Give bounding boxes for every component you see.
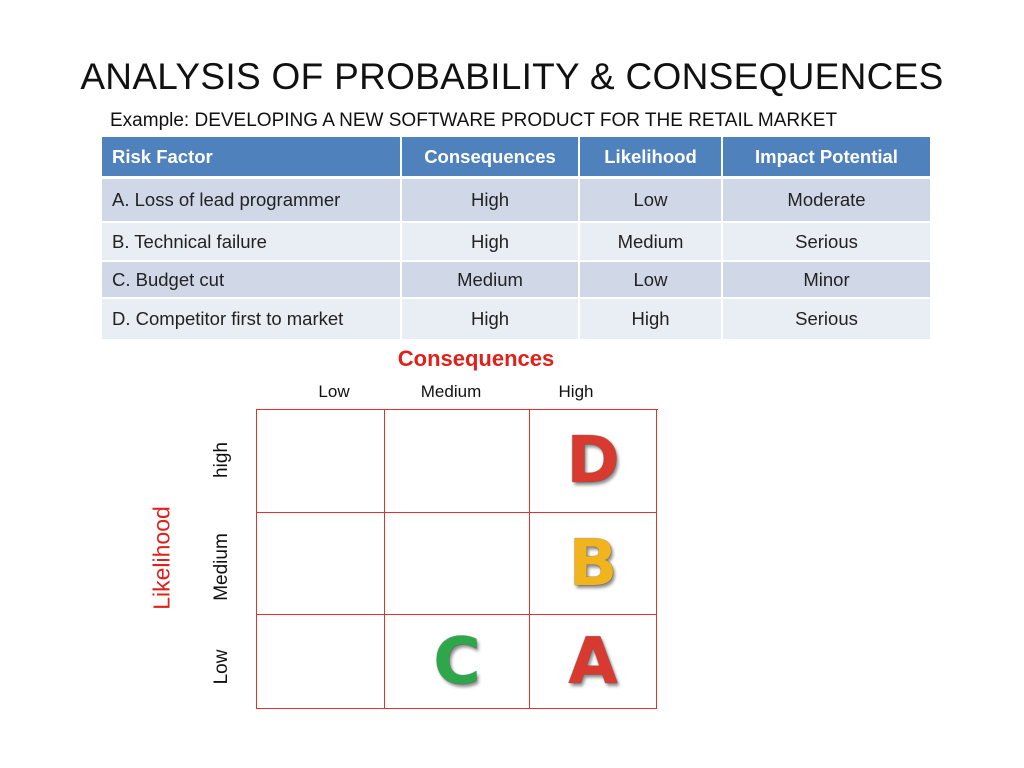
risk-letter-c: C [433,624,481,699]
risk-letter-d: D [566,424,620,498]
column-label-low: Low [318,382,350,401]
matrix-cell-high-medium [385,410,530,513]
table-header-row: Risk Factor Consequences Likelihood Impa… [102,137,930,179]
consequences-cell: Medium [402,262,580,299]
matrix-cell-medium-medium [385,513,530,615]
consequences-cell: High [402,299,580,341]
table-row: C. Budget cut Medium Low Minor [102,262,930,299]
risk-matrix: D B C A [256,409,658,709]
table-row: A. Loss of lead programmer High Low Mode… [102,179,930,223]
risk-factor-cell: C. Budget cut [102,262,402,299]
matrix-cell-medium-low [257,513,385,615]
risk-factor-cell: B. Technical failure [102,223,402,262]
impact-cell: Minor [723,262,930,299]
matrix-cell-low-medium: C [385,615,530,709]
consequences-cell: High [402,223,580,262]
matrix-cell-high-high: D [530,410,657,513]
risk-letter-a: A [568,624,618,699]
risk-factor-cell: D. Competitor first to market [102,299,402,341]
slide-title: ANALYSIS OF PROBABILITY & CONSEQUENCES [80,56,944,97]
impact-cell: Serious [723,299,930,341]
matrix-cell-medium-high: B [530,513,657,615]
header-likelihood: Likelihood [580,137,723,179]
consequences-cell: High [402,179,580,223]
matrix-cell-high-low [257,410,385,513]
likelihood-cell: Low [580,179,723,223]
consequences-axis-title: Consequences [397,346,555,371]
likelihood-cell: Low [580,262,723,299]
likelihood-cell: High [580,299,723,341]
row-label-low: Low [211,649,232,685]
matrix-cell-low-high: A [530,615,657,709]
matrix-cell-low-low [257,615,385,709]
column-label-high: High [558,382,594,401]
header-consequences: Consequences [402,137,580,179]
header-risk-factor: Risk Factor [102,137,402,179]
risk-factor-cell: A. Loss of lead programmer [102,179,402,223]
likelihood-cell: Medium [580,223,723,262]
likelihood-axis-title: Likelihood [148,506,175,610]
column-label-medium: Medium [420,382,482,401]
header-impact-potential: Impact Potential [723,137,930,179]
slide-subtitle: Example: DEVELOPING A NEW SOFTWARE PRODU… [110,110,838,131]
row-label-medium: Medium [211,533,232,601]
table-row: B. Technical failure High Medium Serious [102,223,930,262]
impact-cell: Moderate [723,179,930,223]
row-label-high: high [211,442,232,478]
risk-letter-b: B [568,526,618,601]
risk-table: Risk Factor Consequences Likelihood Impa… [102,137,930,341]
impact-cell: Serious [723,223,930,262]
table-row: D. Competitor first to market High High … [102,299,930,341]
